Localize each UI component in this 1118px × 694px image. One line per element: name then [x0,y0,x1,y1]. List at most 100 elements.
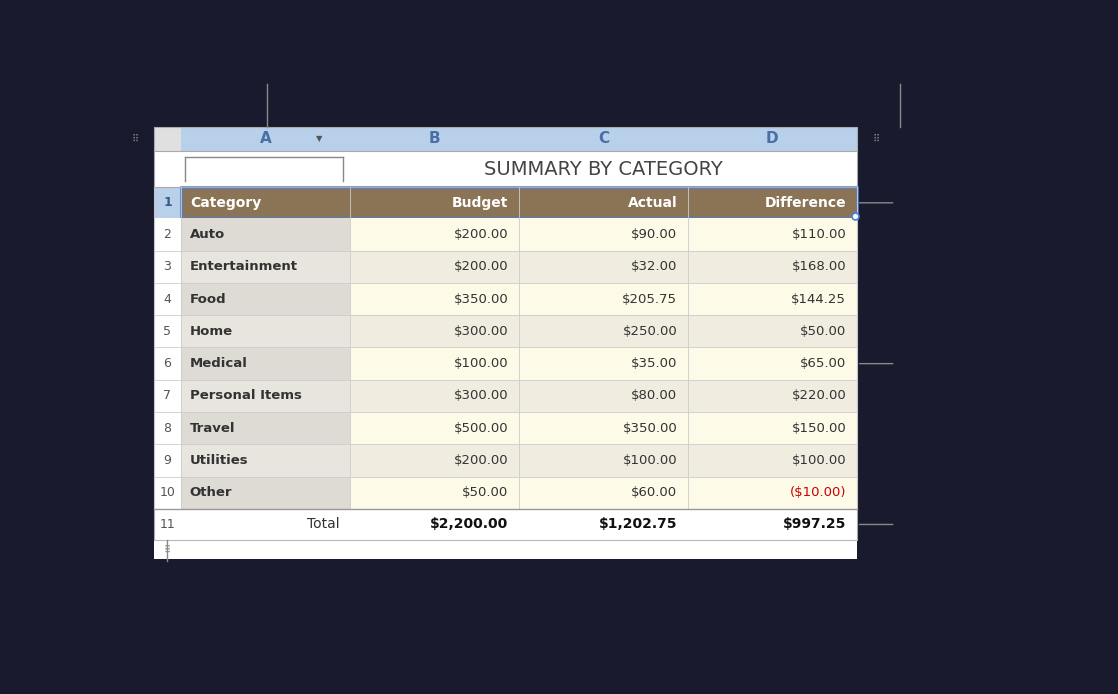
Text: $200.00: $200.00 [454,260,509,273]
Text: 3: 3 [163,260,171,273]
Bar [181,509,350,540]
Bar [181,412,350,444]
Text: $300.00: $300.00 [454,325,509,338]
Bar [153,187,181,218]
Bar [350,315,519,348]
Bar [688,187,856,218]
Bar [153,412,181,444]
Text: Utilities: Utilities [190,454,248,467]
Bar [519,477,688,509]
Bar [181,251,350,283]
Text: A: A [259,131,272,146]
Bar [153,348,181,380]
Text: ⠿: ⠿ [872,134,879,144]
Bar [688,348,856,380]
Bar [181,444,350,477]
Text: 5: 5 [163,325,171,338]
Bar [153,509,181,540]
Bar [519,315,688,348]
Bar [350,509,519,540]
Bar [519,412,688,444]
Bar [350,348,519,380]
Text: $997.25: $997.25 [783,518,846,532]
Bar [519,187,688,218]
Bar [153,127,856,540]
Bar [688,509,856,540]
Text: ⠿: ⠿ [131,134,139,144]
Text: Other: Other [190,486,233,500]
Text: $2,200.00: $2,200.00 [430,518,509,532]
Text: Budget: Budget [452,196,509,210]
Bar [181,127,350,151]
Bar [350,444,519,477]
Bar [181,477,350,509]
Bar [153,127,856,540]
Text: $35.00: $35.00 [631,357,678,370]
Bar [519,127,688,151]
Text: $250.00: $250.00 [623,325,678,338]
Bar [153,127,181,151]
Text: $200.00: $200.00 [454,454,509,467]
Text: $65.00: $65.00 [800,357,846,370]
Text: $100.00: $100.00 [792,454,846,467]
Bar [350,477,519,509]
Text: $90.00: $90.00 [632,228,678,241]
Bar [350,412,519,444]
Text: 4: 4 [163,292,171,305]
Bar [688,315,856,348]
Bar [153,444,181,477]
Bar [519,444,688,477]
Bar [350,151,856,187]
Text: 2: 2 [163,228,171,241]
Text: 1: 1 [163,196,172,210]
Bar [153,283,181,315]
Text: $100.00: $100.00 [623,454,678,467]
Bar [519,348,688,380]
Text: Category: Category [190,196,262,210]
Text: $200.00: $200.00 [454,228,509,241]
Text: D: D [766,131,778,146]
Bar [181,187,350,218]
Text: ($10.00): ($10.00) [789,486,846,500]
Text: Actual: Actual [627,196,678,210]
Bar [181,187,856,218]
Text: $350.00: $350.00 [454,292,509,305]
Bar [350,127,519,151]
Text: Entertainment: Entertainment [190,260,297,273]
Bar [153,151,181,187]
Bar [350,218,519,251]
Bar [688,127,856,151]
Bar [153,540,856,559]
Text: C: C [598,131,609,146]
Bar [153,251,181,283]
Text: B: B [428,131,440,146]
Bar [519,251,688,283]
Bar [181,315,350,348]
Bar [519,283,688,315]
Text: $350.00: $350.00 [623,422,678,434]
Bar [350,380,519,412]
Bar [181,380,350,412]
Bar [688,283,856,315]
Text: Food: Food [190,292,227,305]
Text: 7: 7 [163,389,171,403]
Bar [519,509,688,540]
Bar [153,380,181,412]
Text: $80.00: $80.00 [632,389,678,403]
Bar [350,251,519,283]
Text: $32.00: $32.00 [631,260,678,273]
Text: 11: 11 [160,518,176,531]
Bar [153,315,181,348]
Text: Home: Home [190,325,233,338]
Text: $220.00: $220.00 [792,389,846,403]
Text: $300.00: $300.00 [454,389,509,403]
Text: $50.00: $50.00 [800,325,846,338]
Text: $144.25: $144.25 [792,292,846,305]
Bar [181,151,350,187]
Text: 6: 6 [163,357,171,370]
Bar [181,348,350,380]
Text: $205.75: $205.75 [623,292,678,305]
Bar [688,444,856,477]
Text: SUMMARY BY CATEGORY: SUMMARY BY CATEGORY [484,160,722,178]
Text: $168.00: $168.00 [792,260,846,273]
